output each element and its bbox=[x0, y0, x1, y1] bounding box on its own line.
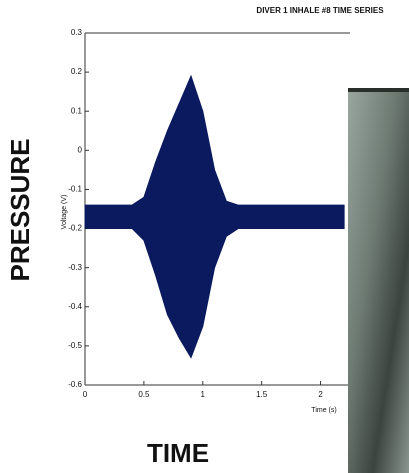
y-tick-label: -0.4 bbox=[68, 302, 82, 311]
y-tick-label: 0 bbox=[78, 145, 83, 154]
y-axis-label: Voltage (V) bbox=[61, 195, 68, 230]
chart-title: DIVER 1 INHALE #8 TIME SERIES bbox=[256, 6, 384, 15]
y-tick-label: -0.3 bbox=[68, 263, 82, 272]
y-tick-label: -0.5 bbox=[68, 341, 82, 350]
x-axis-label: Time (s) bbox=[311, 407, 336, 414]
y-tick-label: 0.1 bbox=[71, 106, 83, 115]
side-label: PRESSURE bbox=[5, 138, 35, 281]
photo-border bbox=[348, 88, 409, 92]
signal-envelope bbox=[84, 74, 345, 359]
y-tick-label: -0.1 bbox=[68, 185, 82, 194]
x-tick-label: 1 bbox=[201, 390, 206, 399]
bottom-label: TIME bbox=[147, 438, 209, 468]
x-tick-label: 0 bbox=[83, 390, 88, 399]
photo bbox=[348, 88, 409, 473]
y-tick-label: -0.6 bbox=[68, 380, 82, 389]
y-tick-label: 0.3 bbox=[71, 28, 83, 37]
y-tick-label: -0.2 bbox=[68, 224, 82, 233]
x-tick-label: 2 bbox=[318, 390, 323, 399]
x-tick-label: 0.5 bbox=[138, 390, 150, 399]
y-tick-label: 0.2 bbox=[71, 67, 83, 76]
x-tick-label: 1.5 bbox=[256, 390, 268, 399]
